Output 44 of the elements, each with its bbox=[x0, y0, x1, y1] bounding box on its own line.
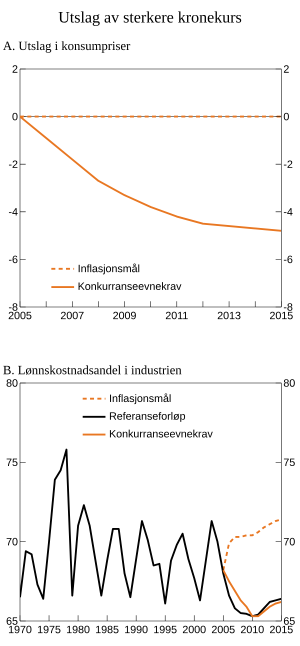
y-tick-label: -2 bbox=[8, 160, 18, 168]
x-tick-label: 1970 bbox=[8, 626, 32, 634]
x-tick-label: 2005 bbox=[8, 312, 32, 320]
x-tick-label: 2009 bbox=[113, 312, 136, 320]
y-tick-label: 65 bbox=[6, 617, 18, 625]
y2-tick-label: 70 bbox=[284, 538, 295, 546]
x-tick-label: 2015 bbox=[270, 312, 293, 320]
y2-tick-label: 2 bbox=[284, 65, 289, 73]
y2-tick-label: -6 bbox=[284, 256, 292, 264]
y2-tick-label: -4 bbox=[284, 208, 293, 216]
y-tick-label: 0 bbox=[12, 112, 18, 120]
x-tick-label: 2007 bbox=[60, 312, 84, 320]
y-tick-label: -6 bbox=[8, 256, 18, 264]
legend-label: Konkurranseevnekrav bbox=[110, 430, 213, 438]
x-tick-label: 2015 bbox=[270, 626, 293, 634]
x-tick-label: 2010 bbox=[240, 626, 264, 634]
x-tick-label: 2013 bbox=[218, 312, 240, 320]
y-tick-label: -8 bbox=[8, 303, 18, 311]
chart-subtitle: A. Utslag i konsumpriser bbox=[3, 41, 130, 53]
x-tick-label: 1980 bbox=[67, 626, 90, 634]
y2-tick-label: 75 bbox=[284, 458, 295, 466]
y-tick-label: 2 bbox=[12, 65, 18, 73]
x-tick-label: 1995 bbox=[154, 626, 177, 634]
x-tick-label: 1975 bbox=[38, 626, 60, 634]
legend-label: Inflasjonsmål bbox=[78, 264, 140, 274]
legend-label: Referanseforløp bbox=[110, 412, 186, 422]
y-tick-label: -4 bbox=[8, 208, 18, 216]
x-tick-label: 1990 bbox=[125, 626, 148, 634]
chart-title: Utslag av sterkere kronekurs bbox=[58, 11, 242, 26]
legend-label: Konkurranseevnekrav bbox=[78, 282, 182, 290]
x-tick-label: 1985 bbox=[96, 626, 119, 634]
x-tick-label: 2000 bbox=[182, 626, 206, 634]
y-tick-label: 70 bbox=[6, 538, 18, 546]
x-tick-label: 2011 bbox=[166, 312, 188, 320]
y2-tick-label: 65 bbox=[284, 617, 295, 625]
y-tick-label: 80 bbox=[6, 379, 18, 387]
legend-label: Inflasjonsmål bbox=[110, 393, 171, 404]
y-tick-label: 75 bbox=[6, 458, 18, 466]
y2-tick-label: -2 bbox=[284, 160, 292, 168]
x-tick-label: 2005 bbox=[212, 626, 235, 634]
y2-tick-label: 0 bbox=[284, 112, 289, 120]
chart-title: B. Lønnskostnadsandel i industrien bbox=[3, 365, 182, 375]
y2-tick-label: 80 bbox=[284, 379, 295, 387]
y2-tick-label: -8 bbox=[284, 303, 292, 311]
